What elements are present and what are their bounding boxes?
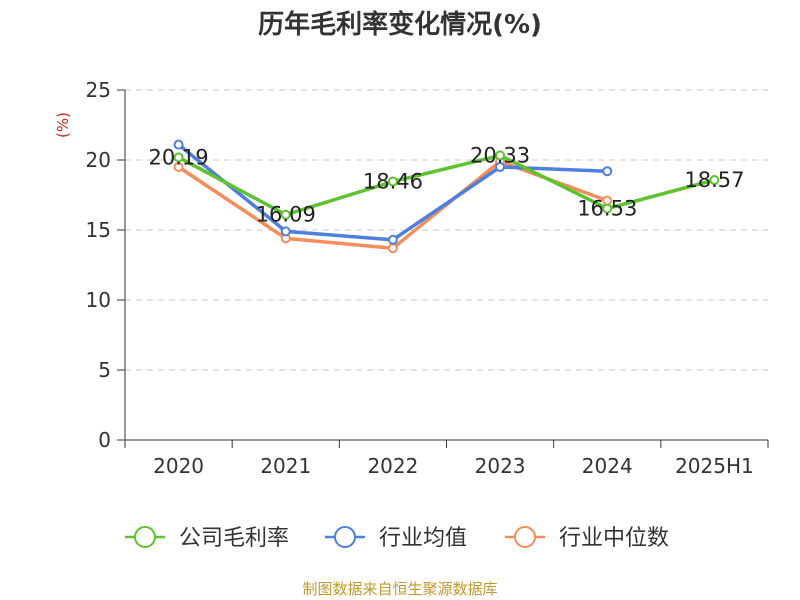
- y-tick-label: 25: [86, 78, 111, 102]
- data-point[interactable]: [173, 152, 184, 163]
- data-label: 18.46: [363, 170, 423, 194]
- y-tick-label: 20: [86, 148, 111, 172]
- legend-label: 公司毛利率: [179, 526, 289, 551]
- x-tick-label: 2023: [475, 454, 526, 478]
- data-point[interactable]: [387, 243, 398, 254]
- data-label: 16.09: [256, 203, 316, 227]
- data-labels: 20.19 16.09 18.46 20.33 16.53 18.57: [149, 143, 745, 226]
- data-point[interactable]: [280, 209, 291, 220]
- chart-title: 历年毛利率变化情况(%): [258, 10, 542, 40]
- data-point[interactable]: [495, 150, 506, 161]
- data-point[interactable]: [602, 166, 613, 177]
- legend-item[interactable]: 行业中位数: [505, 526, 669, 551]
- grid-lines: [125, 89, 768, 371]
- legend-item[interactable]: 公司毛利率: [125, 526, 289, 551]
- y-axis-label: (%): [54, 112, 72, 138]
- axes: 0 5 10 15 20 25 2020 2021 2022 2023 2024 2025H1 (%): [54, 78, 769, 478]
- data-label: 16.53: [577, 197, 637, 221]
- data-point[interactable]: [173, 139, 184, 150]
- data-point[interactable]: [387, 234, 398, 245]
- data-label: 20.33: [470, 143, 530, 167]
- data-label: 20.19: [149, 145, 209, 169]
- legend: 公司毛利率 行业均值 行业中位数: [125, 526, 669, 551]
- legend-label: 行业中位数: [559, 526, 669, 551]
- data-point[interactable]: [602, 203, 613, 214]
- y-tick-label: 10: [86, 288, 111, 312]
- series-group: [173, 139, 720, 254]
- legend-marker: [134, 526, 156, 548]
- x-tick-label: 2025H1: [675, 454, 754, 478]
- x-tick-label: 2020: [153, 454, 204, 478]
- data-point[interactable]: [173, 162, 184, 172]
- y-tick-label: 15: [86, 218, 111, 242]
- y-tick-label: 0: [98, 428, 111, 452]
- legend-marker: [334, 526, 356, 548]
- data-point[interactable]: [387, 176, 398, 187]
- data-point[interactable]: [280, 226, 291, 237]
- x-tick-label: 2022: [367, 454, 418, 478]
- legend-label: 行业均值: [379, 526, 467, 551]
- data-point[interactable]: [709, 175, 720, 186]
- source-note: 制图数据来自恒生聚源数据库: [302, 580, 498, 598]
- x-tick-label: 2021: [260, 454, 311, 478]
- data-label: 18.57: [684, 168, 744, 192]
- data-point[interactable]: [495, 162, 506, 172]
- x-tick-label: 2024: [582, 454, 633, 478]
- legend-item[interactable]: 行业均值: [325, 526, 467, 551]
- y-tick-label: 5: [98, 358, 111, 382]
- series-line: [177, 153, 715, 217]
- legend-marker: [514, 526, 536, 548]
